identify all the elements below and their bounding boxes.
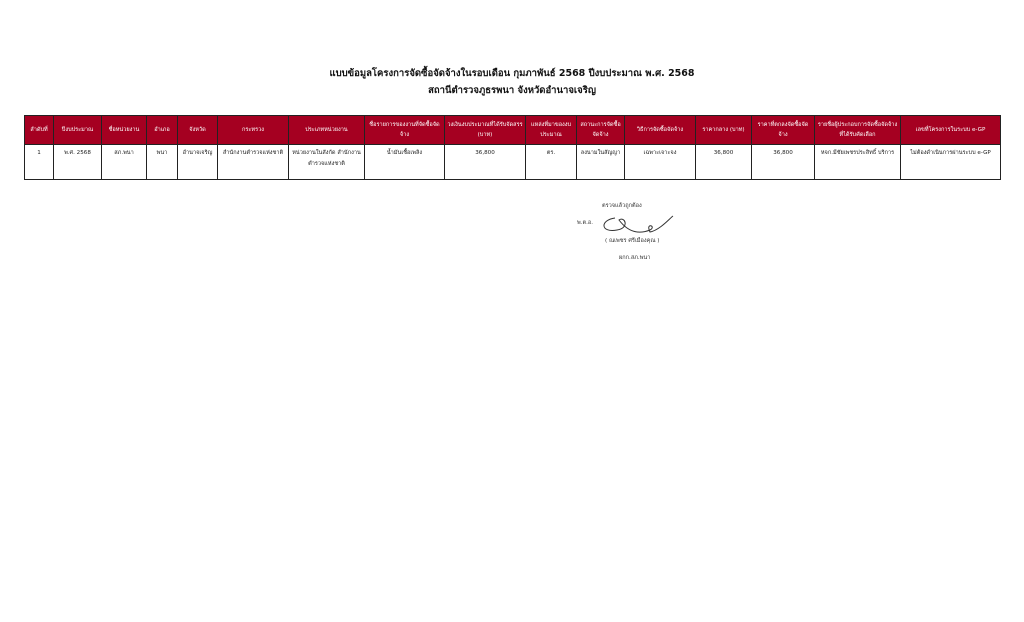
- column-header: เลขที่โครงการในระบบ e-GP: [900, 115, 1001, 145]
- column-header: จังหวัด: [177, 115, 218, 145]
- table-cell: ไม่ต้องดำเนินการผ่านระบบ e-GP: [900, 144, 1001, 180]
- table-cell: พนา: [146, 144, 178, 180]
- signer-position: ผกก.สภ.พนา: [619, 255, 651, 261]
- table-cell: เฉพาะเจาะจง: [624, 144, 696, 180]
- table-cell: น้ำมันเชื้อเพลิง: [364, 144, 445, 180]
- column-header: ปีงบประมาณ: [53, 115, 102, 145]
- table-cell: 36,800: [751, 144, 815, 180]
- table-cell: ลงนามในสัญญา: [576, 144, 625, 180]
- table-cell: พ.ศ. 2568: [53, 144, 102, 180]
- signer-rank: พ.ต.อ.: [577, 220, 594, 226]
- table-cell: 36,800: [444, 144, 526, 180]
- page-subtitle: สถานีตำรวจภูธรพนา จังหวัดอำนาจเจริญ: [428, 85, 596, 96]
- column-header: ชื่อรายการของงานที่จัดซื้อจัดจ้าง: [364, 115, 445, 145]
- signature-image: [603, 215, 674, 233]
- table-cell: อำนาจเจริญ: [177, 144, 218, 180]
- table-cell: 36,800: [695, 144, 752, 180]
- column-header: ชื่อหน่วยงาน: [101, 115, 147, 145]
- page-title: แบบข้อมูลโครงการจัดซื้อจัดจ้างในรอบเดือน…: [329, 68, 695, 79]
- table-cell: 1: [24, 144, 54, 180]
- signer-name: ( ณเพชร ศรีเมืองคุณ ): [605, 238, 660, 244]
- table-cell: หจก.มีชัยเพชรประสิทธิ์ บริการ: [814, 144, 901, 180]
- column-header: วงเงินงบประมาณที่ได้รับจัดสรร (บาท): [444, 115, 526, 145]
- column-header: สถานะการจัดซื้อจัดจ้าง: [576, 115, 625, 145]
- column-header: อำเภอ: [146, 115, 178, 145]
- column-header: ราคาที่ตกลงจัดซื้อจัดจ้าง: [751, 115, 815, 145]
- column-header: ลำดับที่: [24, 115, 54, 145]
- column-header: กระทรวง: [217, 115, 289, 145]
- table-row: 1 พ.ศ. 2568 สภ.พนา พนา อำนาจเจริญ สำนักงานตำร…: [24, 144, 1001, 180]
- table-cell: สภ.พนา: [101, 144, 147, 180]
- column-header: แหล่งที่มาของงบประมาณ: [525, 115, 577, 145]
- certified-text: ตรวจแล้วถูกต้อง: [602, 203, 642, 209]
- column-header: ราคากลาง (บาท): [695, 115, 752, 145]
- column-header: ประเภทหน่วยงาน: [288, 115, 365, 145]
- table-cell: สำนักงานตำรวจแห่งชาติ: [217, 144, 289, 180]
- table-cell: ตร.: [525, 144, 577, 180]
- column-header: รายชื่อผู้ประกอบการจัดซื้อจัดจ้างที่ได้ร…: [814, 115, 901, 145]
- table-cell: หน่วยงานในสังกัด สำนักงานตำรวจแห่งชาติ: [288, 144, 365, 180]
- column-header: วิธีการจัดซื้อจัดจ้าง: [624, 115, 696, 145]
- procurement-table: ลำดับที่ ปีงบประมาณ ชื่อหน่วยงาน อำเภอ จังหว…: [24, 115, 1001, 180]
